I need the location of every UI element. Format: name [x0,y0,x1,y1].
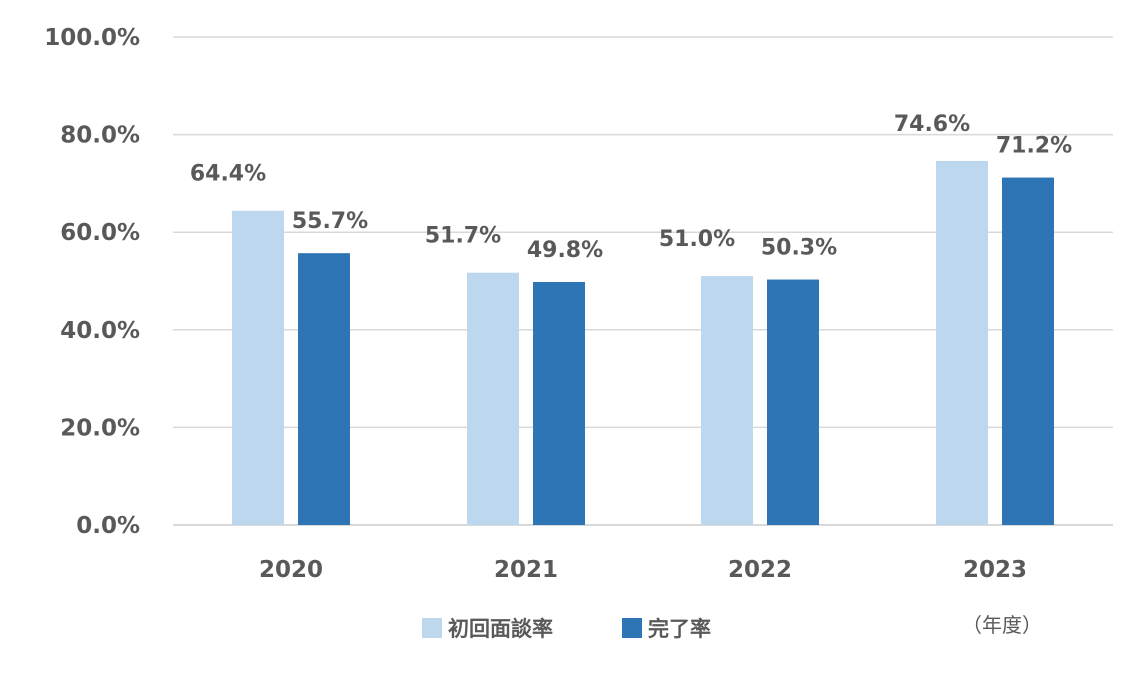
y-tick-label: 0.0% [76,513,140,539]
data-labels: 64.4% 55.7% 51.7% 49.8% 51.0% 50.3% 74.6% 71.2% [190,112,1072,263]
x-category-label: 2020 [259,557,323,583]
x-category-label: 2023 [963,557,1027,583]
legend-swatch [622,618,642,638]
data-label: 50.3% [761,236,837,261]
bar-initial-interview-rate-2022 [701,276,753,525]
y-tick-label: 20.0% [60,415,140,441]
data-label: 51.7% [425,224,501,249]
x-axis-category-labels: 2020 2021 2022 2023 [259,557,1027,583]
bar-initial-interview-rate-2023 [936,160,988,525]
legend-label: 初回面談率 [448,617,553,641]
y-tick-label: 100.0% [44,25,140,51]
bar-completion-rate-2023 [1002,177,1054,525]
bar-initial-interview-rate-2021 [467,272,519,525]
data-label: 55.7% [292,209,368,234]
bar-completion-rate-2020 [298,253,350,525]
bars [232,160,1054,525]
bar-completion-rate-2022 [767,279,819,525]
data-label: 71.2% [996,134,1072,159]
bar-completion-rate-2021 [533,281,585,525]
x-category-label: 2022 [728,557,792,583]
data-label: 74.6% [894,112,970,137]
x-category-label: 2021 [494,557,558,583]
data-label: 51.0% [659,227,735,252]
bar-initial-interview-rate-2020 [232,210,284,525]
x-axis-unit-label: （年度） [962,613,1042,637]
data-label: 49.8% [527,238,603,263]
y-tick-label: 60.0% [60,220,140,246]
legend: 初回面談率 完了率 [422,617,711,641]
data-label: 64.4% [190,162,266,187]
y-axis-tick-labels: 0.0% 20.0% 40.0% 60.0% 80.0% 100.0% [44,25,140,539]
y-tick-label: 80.0% [60,123,140,149]
legend-label: 完了率 [648,617,711,641]
legend-swatch [422,618,442,638]
y-tick-label: 40.0% [60,318,140,344]
